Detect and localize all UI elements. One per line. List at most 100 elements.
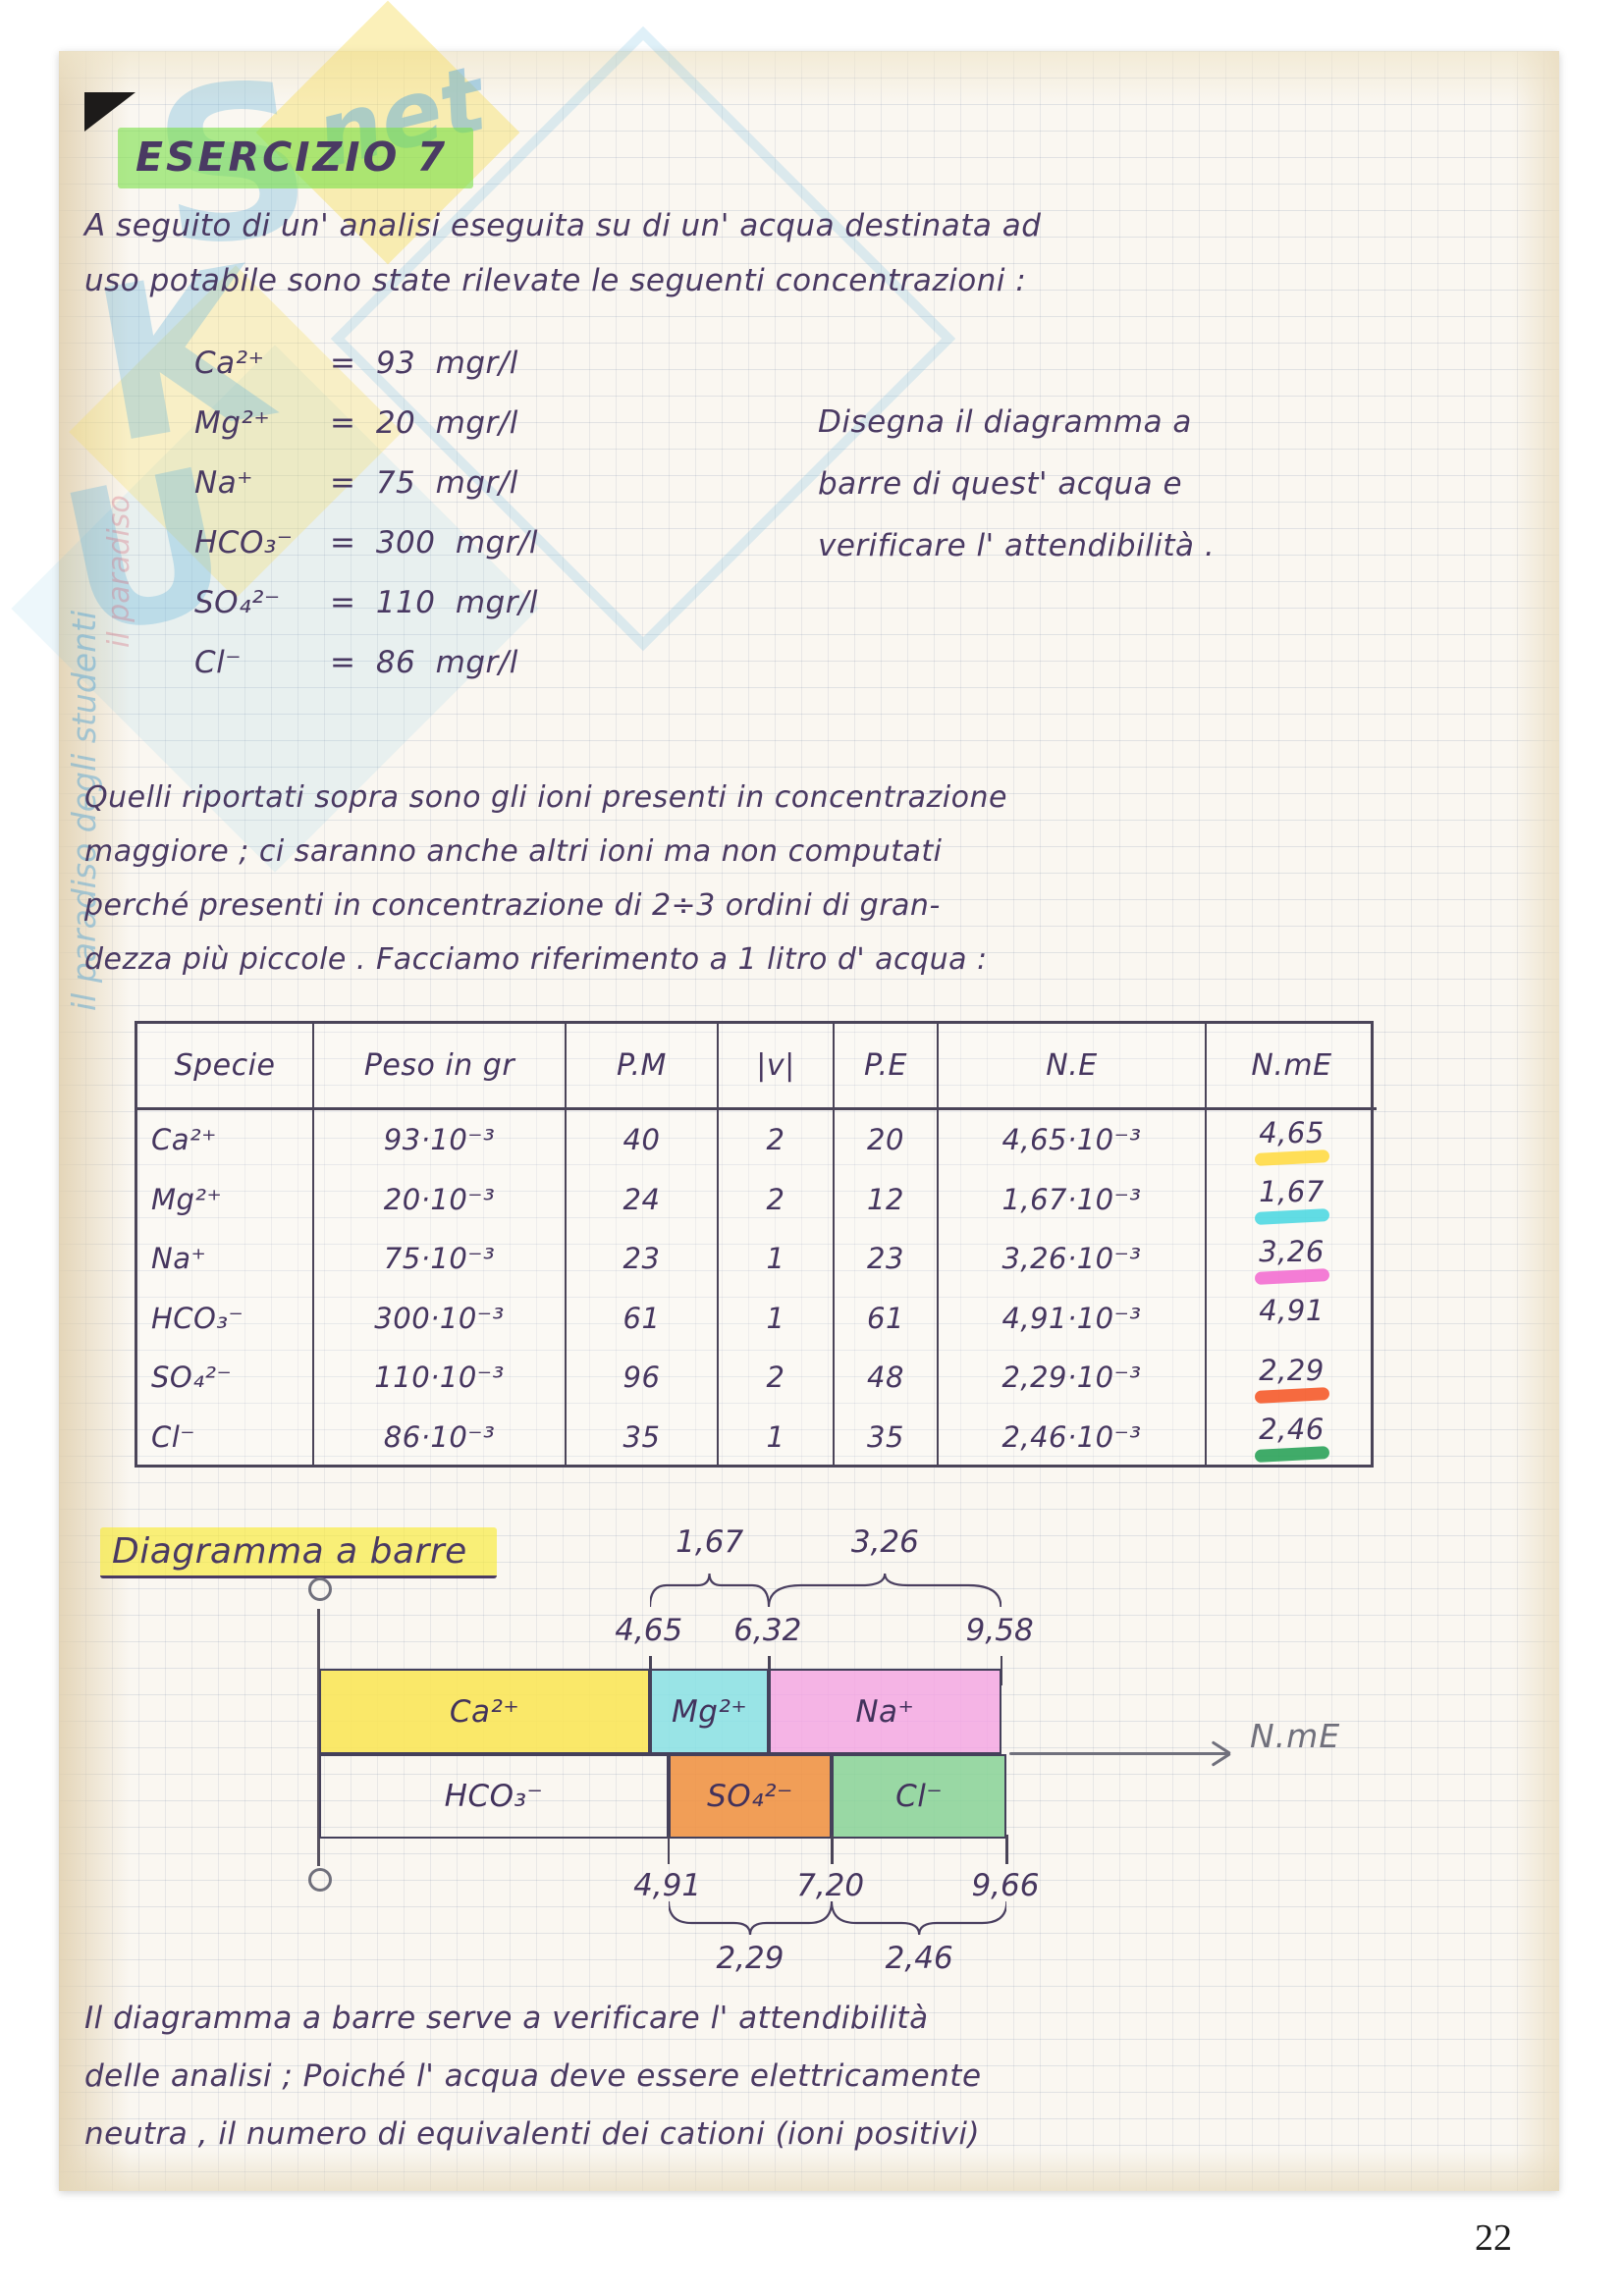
diagram-axis-vertical <box>317 1609 320 1866</box>
highlighter-mark <box>1254 1148 1329 1166</box>
diagram-title: Diagramma a barre <box>100 1527 497 1578</box>
col-header-specie: Specie <box>137 1024 314 1110</box>
side-note-line: Disegna il diagramma a <box>818 404 1192 440</box>
table-cell-nme: 3,26 <box>1207 1229 1377 1289</box>
table-cell: 75·10⁻³ <box>314 1229 567 1289</box>
table-cell: 1,67·10⁻³ <box>939 1169 1207 1229</box>
col-header-pe: P.E <box>835 1024 939 1110</box>
table-cell: 93·10⁻³ <box>314 1110 567 1170</box>
ion-value: = 20 mgr/l <box>330 405 518 441</box>
table-cell: 12 <box>835 1169 939 1229</box>
nme-value: 4,91 <box>1259 1294 1325 1328</box>
bar-label: Na⁺ <box>855 1693 915 1730</box>
ion-species: Ca²⁺ <box>194 346 265 381</box>
highlighter-mark <box>1254 1208 1329 1226</box>
table-cell-nme: 2,46 <box>1207 1408 1377 1468</box>
nme-axis-label: N.mE <box>1250 1717 1341 1755</box>
table-cell: Mg²⁺ <box>137 1169 314 1229</box>
table-cell: 2 <box>719 1169 835 1229</box>
list-item: SO₄²⁻ = 110 mgr/l <box>194 585 538 645</box>
table-cell: 2 <box>719 1348 835 1408</box>
side-note-line: verificare l' attendibilità . <box>818 528 1216 563</box>
ion-species: Na⁺ <box>194 465 254 501</box>
tick-label: 9,66 <box>971 1868 1040 1903</box>
bar-mg: Mg²⁺ <box>650 1669 770 1754</box>
table-cell: HCO₃⁻ <box>137 1288 314 1348</box>
brace-label: 2,46 <box>885 1941 953 1976</box>
ion-species: Cl⁻ <box>194 645 243 680</box>
bar-so4: SO₄²⁻ <box>668 1754 832 1839</box>
page-number: 22 <box>1475 2217 1512 2259</box>
table-cell: 61 <box>567 1288 719 1348</box>
table-cell: Ca²⁺ <box>137 1110 314 1170</box>
brace-cl: 2,46 <box>832 1897 1006 1976</box>
table-cell: 24 <box>567 1169 719 1229</box>
highlighter-mark <box>1254 1267 1329 1285</box>
table-cell: 96 <box>567 1348 719 1408</box>
table-cell: 2,29·10⁻³ <box>939 1348 1207 1408</box>
nme-value: 2,29 <box>1259 1353 1325 1387</box>
bar-label: Mg²⁺ <box>672 1693 748 1730</box>
table-cell: 61 <box>835 1288 939 1348</box>
bar-na: Na⁺ <box>769 1669 1001 1754</box>
exercise-title: ESERCIZIO 7 <box>118 128 474 188</box>
tick-label: 6,32 <box>733 1613 802 1648</box>
bar-label: Ca²⁺ <box>449 1693 520 1730</box>
highlighter-mark <box>1254 1327 1329 1344</box>
side-note-line: barre di quest' acqua e <box>818 466 1183 502</box>
highlighter-mark <box>1254 1386 1329 1404</box>
ion-value: = 75 mgr/l <box>330 465 518 501</box>
list-item: Ca²⁺ = 93 mgr/l <box>194 346 538 405</box>
paragraph-line: Quelli riportati sopra sono gli ioni pre… <box>84 780 1007 815</box>
tick-label: 4,91 <box>633 1868 702 1903</box>
nme-value: 4,65 <box>1259 1115 1325 1149</box>
table-cell: Na⁺ <box>137 1229 314 1289</box>
paragraph-line: maggiore ; ci saranno anche altri ioni m… <box>84 834 943 869</box>
table-cell: 20·10⁻³ <box>314 1169 567 1229</box>
table-cell: 1 <box>719 1288 835 1348</box>
paragraph-line: dezza più piccole . Facciamo riferimento… <box>84 942 988 977</box>
table-cell: 20 <box>835 1110 939 1170</box>
col-header-pm: P.M <box>567 1024 719 1110</box>
table-cell: 4,65·10⁻³ <box>939 1110 1207 1170</box>
tick-label: 4,65 <box>615 1613 683 1648</box>
bar-label: Cl⁻ <box>895 1779 944 1814</box>
table-cell: SO₄²⁻ <box>137 1348 314 1408</box>
bar-label: HCO₃⁻ <box>444 1779 544 1814</box>
ion-species: SO₄²⁻ <box>194 585 281 620</box>
intro-line: A seguito di un' analisi eseguita su di … <box>84 208 1042 243</box>
ion-species: HCO₃⁻ <box>194 525 294 561</box>
table-cell: 110·10⁻³ <box>314 1348 567 1408</box>
table-cell: 2,46·10⁻³ <box>939 1407 1207 1467</box>
origin-mark <box>308 1577 332 1601</box>
table-cell: 2 <box>719 1110 835 1170</box>
table-cell-nme: 4,65 <box>1207 1110 1377 1170</box>
intro-line: uso potabile sono state rilevate le segu… <box>84 263 1027 298</box>
bar-ca: Ca²⁺ <box>319 1669 651 1754</box>
table-cell: Cl⁻ <box>137 1407 314 1467</box>
list-item: HCO₃⁻ = 300 mgr/l <box>194 525 538 585</box>
page-edge-bottom <box>59 2150 1559 2191</box>
nme-axis-arrow <box>1009 1752 1227 1755</box>
list-item: Cl⁻ = 86 mgr/l <box>194 645 538 705</box>
brace-label: 1,67 <box>676 1524 744 1560</box>
bar-cl: Cl⁻ <box>832 1754 1007 1839</box>
table-cell-nme: 2,29 <box>1207 1348 1377 1408</box>
table-cell: 3,26·10⁻³ <box>939 1229 1207 1289</box>
ion-value: = 300 mgr/l <box>330 525 539 561</box>
origin-mark <box>308 1868 332 1892</box>
table-cell: 4,91·10⁻³ <box>939 1288 1207 1348</box>
list-item: Mg²⁺ = 20 mgr/l <box>194 405 538 465</box>
highlighter-mark <box>1254 1446 1329 1464</box>
brace-na: 3,26 <box>769 1524 1001 1611</box>
table-cell: 48 <box>835 1348 939 1408</box>
table-cell: 1 <box>719 1229 835 1289</box>
ion-value: = 86 mgr/l <box>330 645 518 680</box>
nme-value: 1,67 <box>1259 1175 1325 1209</box>
col-header-ne: N.E <box>939 1024 1207 1110</box>
bar-diagram: 1,67 3,26 4,65 6,32 9,58 Ca²⁺ Mg²⁺ Na⁺ H <box>308 1517 1546 2007</box>
table-cell: 23 <box>567 1229 719 1289</box>
concentration-list: Ca²⁺ = 93 mgr/l Mg²⁺ = 20 mgr/l Na⁺ = 75… <box>194 346 538 705</box>
table-cell-nme: 1,67 <box>1207 1170 1377 1230</box>
table-cell: 86·10⁻³ <box>314 1407 567 1467</box>
